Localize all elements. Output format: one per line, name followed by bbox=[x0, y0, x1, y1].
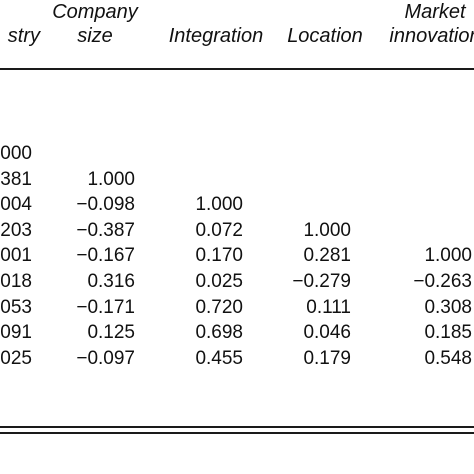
column-header-company-size: Company size bbox=[40, 0, 150, 48]
table-cell: 1.000 bbox=[303, 219, 351, 241]
table-cell: 0.179 bbox=[303, 347, 351, 369]
table-cell: 1.000 bbox=[424, 245, 472, 267]
header-line: innovation bbox=[389, 25, 474, 47]
table-cell: 018 bbox=[0, 271, 32, 292]
table-cell: 0.170 bbox=[195, 245, 243, 267]
table-cell: 0.025 bbox=[195, 271, 243, 292]
bottom-rule-upper bbox=[0, 426, 474, 428]
table-cell: 1.000 bbox=[195, 194, 243, 216]
header-line: Location bbox=[287, 25, 363, 47]
table-cell: 000 bbox=[0, 143, 32, 164]
table-cell: 0.698 bbox=[195, 322, 243, 344]
table-cell: 381 bbox=[0, 168, 32, 190]
table-cell: 0.185 bbox=[424, 322, 472, 344]
table-cell: 004 bbox=[0, 194, 32, 216]
column-header-integration: Integration bbox=[160, 24, 272, 48]
table-cell: −0.097 bbox=[76, 347, 135, 369]
table-cell: −0.167 bbox=[76, 245, 135, 267]
table-cell: 0.308 bbox=[424, 296, 472, 318]
table-cell: 0.046 bbox=[303, 322, 351, 344]
table-cell: −0.098 bbox=[76, 194, 135, 216]
table-cell: 053 bbox=[0, 296, 32, 318]
header-line: Integration bbox=[168, 25, 264, 47]
table-cell: −0.263 bbox=[413, 271, 472, 292]
header-line: Market bbox=[404, 1, 466, 23]
table-cell: 0.455 bbox=[195, 347, 243, 369]
table-cell: 0.281 bbox=[303, 245, 351, 267]
table-cell: 0.111 bbox=[306, 296, 351, 318]
table-cell: 025 bbox=[0, 347, 32, 369]
table-cell: 001 bbox=[0, 245, 32, 267]
table-cell: 1.000 bbox=[87, 168, 135, 190]
table-cell: 0.720 bbox=[195, 296, 243, 318]
header-line: stry bbox=[7, 25, 40, 47]
table-cell: −0.171 bbox=[76, 296, 135, 318]
table-cell: −0.279 bbox=[292, 271, 351, 292]
header-rule bbox=[0, 68, 474, 70]
bottom-rule-lower bbox=[0, 432, 474, 434]
column-header-location: Location bbox=[280, 24, 370, 48]
column-header-market-innovation: Market innovation bbox=[380, 0, 474, 48]
table-cell: 091 bbox=[0, 322, 32, 344]
table-cell: 0.548 bbox=[424, 347, 472, 369]
table-cell: 203 bbox=[0, 219, 32, 241]
table-cell: −0.387 bbox=[76, 219, 135, 241]
header-line: size bbox=[77, 25, 113, 47]
column-header-industry: stry bbox=[0, 24, 40, 48]
header-line: Company bbox=[52, 1, 138, 23]
table-cell: 0.072 bbox=[195, 219, 243, 241]
table-cell: 0.316 bbox=[87, 271, 135, 292]
table-cell: 0.125 bbox=[87, 322, 135, 344]
